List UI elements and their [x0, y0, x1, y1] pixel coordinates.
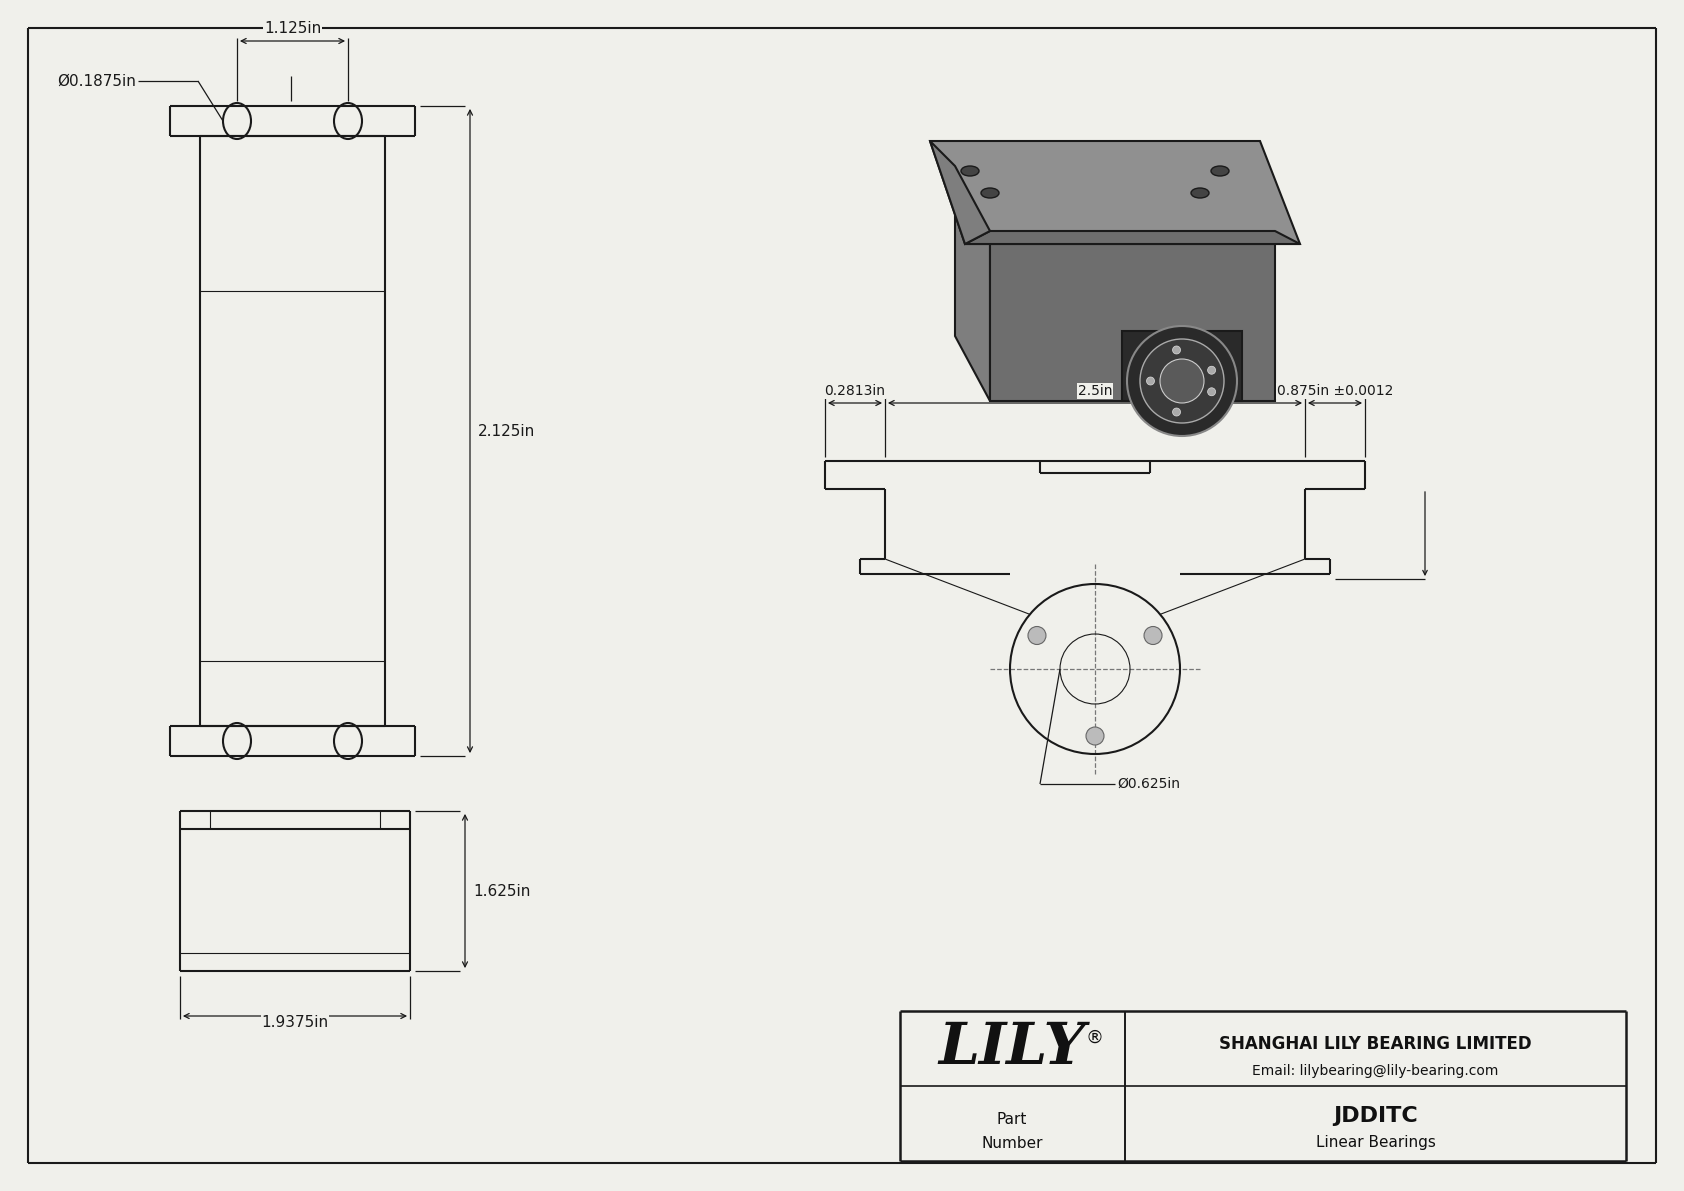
Circle shape [1207, 388, 1216, 395]
Ellipse shape [1140, 339, 1224, 423]
Text: Email: lilybearing@lily-bearing.com: Email: lilybearing@lily-bearing.com [1253, 1064, 1499, 1078]
Polygon shape [930, 141, 990, 244]
Polygon shape [965, 231, 1300, 244]
Text: 0.2813in: 0.2813in [825, 384, 886, 398]
Text: ®: ® [1086, 1029, 1105, 1047]
Text: 1.9375in: 1.9375in [261, 1015, 328, 1030]
Text: SHANGHAI LILY BEARING LIMITED: SHANGHAI LILY BEARING LIMITED [1219, 1035, 1532, 1053]
Circle shape [1143, 626, 1162, 644]
Text: 1.625in: 1.625in [473, 884, 530, 898]
Circle shape [1027, 626, 1046, 644]
Ellipse shape [1191, 188, 1209, 198]
Text: 1.125in: 1.125in [264, 21, 322, 36]
Circle shape [1147, 378, 1155, 385]
Ellipse shape [962, 166, 978, 176]
Text: Ø0.625in: Ø0.625in [1116, 777, 1180, 791]
Text: Number: Number [982, 1135, 1042, 1151]
Text: 2.125in: 2.125in [478, 424, 536, 438]
Text: Part: Part [997, 1111, 1027, 1127]
Polygon shape [1122, 331, 1243, 401]
Text: 2.5in: 2.5in [1078, 384, 1111, 398]
Ellipse shape [1127, 326, 1238, 436]
Ellipse shape [1211, 166, 1229, 176]
Text: Linear Bearings: Linear Bearings [1315, 1135, 1435, 1151]
Circle shape [1172, 409, 1180, 416]
Circle shape [1172, 345, 1180, 354]
Text: LILY: LILY [938, 1021, 1086, 1077]
Polygon shape [955, 166, 990, 401]
Polygon shape [990, 231, 1275, 401]
Ellipse shape [982, 188, 999, 198]
Circle shape [1207, 366, 1216, 374]
Ellipse shape [1160, 358, 1204, 403]
Text: JDDITC: JDDITC [1334, 1106, 1418, 1125]
Polygon shape [930, 141, 1300, 244]
Polygon shape [955, 166, 1275, 231]
Circle shape [1086, 727, 1105, 746]
Text: 0.875in ±0.0012: 0.875in ±0.0012 [1276, 384, 1393, 398]
Text: Ø0.1875in: Ø0.1875in [57, 74, 136, 88]
